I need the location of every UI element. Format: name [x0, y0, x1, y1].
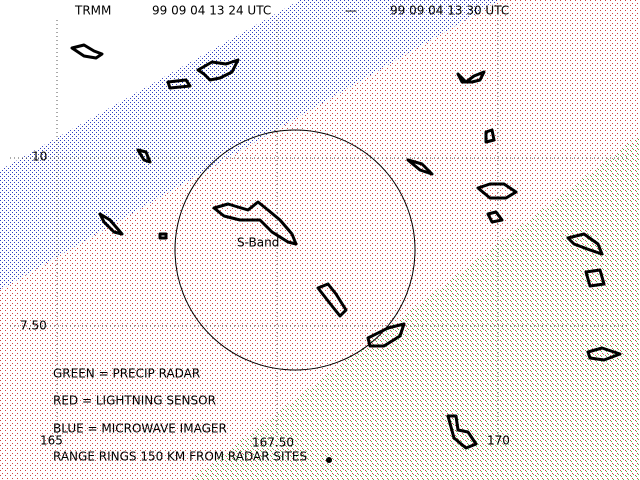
lat-label: 7.50	[20, 319, 47, 333]
range-ring	[174, 129, 416, 371]
legend-entry: RANGE RINGS 150 KM FROM RADAR SITES	[53, 450, 307, 464]
islands	[70, 43, 622, 450]
precip-radar-swath	[190, 135, 640, 480]
lat-label: 10	[32, 150, 47, 164]
legend-entry: RED = LIGHTNING SENSOR	[53, 394, 216, 408]
lon-label: 170	[487, 434, 510, 448]
site-label: S-Band	[237, 236, 279, 250]
lon-label: 165	[40, 434, 63, 448]
radar-site	[326, 457, 332, 463]
legend-entry: BLUE = MICROWAVE IMAGER	[53, 422, 227, 436]
lon-label: 167.50	[252, 436, 294, 450]
title-satellite: TRMM	[74, 4, 111, 18]
title-separator: —	[345, 4, 357, 18]
legend-entry: GREEN = PRECIP RADAR	[53, 367, 200, 381]
title-start-time: 99 09 04 13 24 UTC	[152, 4, 271, 18]
microwave-imager-swath	[0, 0, 500, 290]
title-end-time: 99 09 04 13 30 UTC	[390, 4, 509, 18]
